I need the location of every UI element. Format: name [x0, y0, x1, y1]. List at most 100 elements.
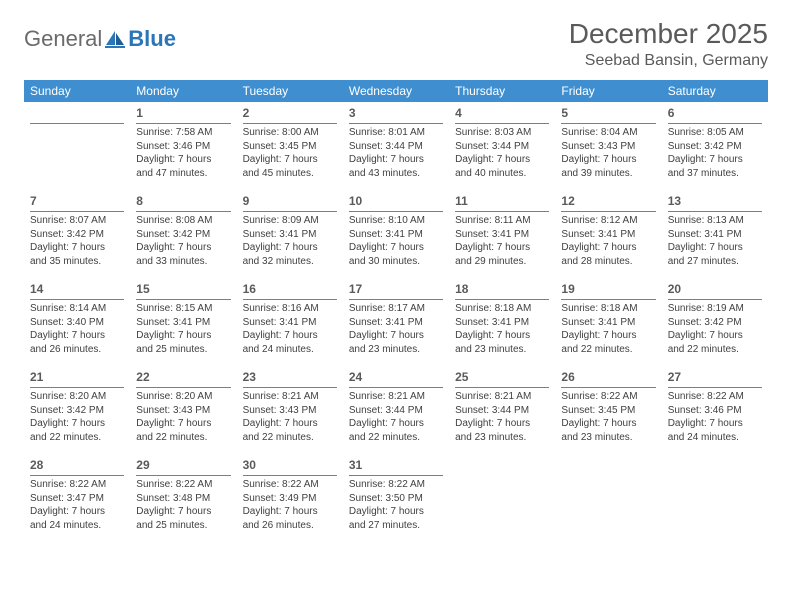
month-title: December 2025 — [569, 18, 768, 50]
day-details: Sunrise: 8:21 AMSunset: 3:43 PMDaylight:… — [243, 390, 337, 444]
calendar-cell: 26 Sunrise: 8:22 AMSunset: 3:45 PMDayligh… — [555, 366, 661, 454]
calendar-cell: 8 Sunrise: 8:08 AMSunset: 3:42 PMDaylight… — [130, 190, 236, 278]
calendar-cell: 18 Sunrise: 8:18 AMSunset: 3:41 PMDayligh… — [449, 278, 555, 366]
calendar-cell: 15 Sunrise: 8:15 AMSunset: 3:41 PMDayligh… — [130, 278, 236, 366]
day-number: 12 — [561, 194, 574, 208]
weekday-header: Saturday — [662, 80, 768, 102]
calendar-cell: 31 Sunrise: 8:22 AMSunset: 3:50 PMDayligh… — [343, 454, 449, 542]
day-details: Sunrise: 7:58 AMSunset: 3:46 PMDaylight:… — [136, 126, 230, 180]
logo-word-1: General — [24, 26, 102, 52]
calendar-cell: 6Sunrise: 8:05 AMSunset: 3:42 PMDaylight… — [662, 102, 768, 190]
calendar-cell: 27Sunrise: 8:22 AMSunset: 3:46 PMDayligh… — [662, 366, 768, 454]
day-details: Sunrise: 8:09 AMSunset: 3:41 PMDaylight:… — [243, 214, 337, 268]
day-number: 29 — [136, 458, 149, 472]
calendar-table: SundayMondayTuesdayWednesdayThursdayFrid… — [24, 80, 768, 542]
calendar-cell: 22 Sunrise: 8:20 AMSunset: 3:43 PMDayligh… — [130, 366, 236, 454]
calendar-cell: 16 Sunrise: 8:16 AMSunset: 3:41 PMDayligh… — [237, 278, 343, 366]
calendar-cell: 5Sunrise: 8:04 AMSunset: 3:43 PMDaylight… — [555, 102, 661, 190]
calendar-cell: 29 Sunrise: 8:22 AMSunset: 3:48 PMDayligh… — [130, 454, 236, 542]
day-details: Sunrise: 8:21 AMSunset: 3:44 PMDaylight:… — [455, 390, 549, 444]
calendar-cell: 20 Sunrise: 8:19 AMSunset: 3:42 PMDayligh… — [662, 278, 768, 366]
calendar-cell: 0 — [449, 454, 555, 542]
logo: General Blue — [24, 26, 176, 52]
calendar-cell: 28Sunrise: 8:22 AMSunset: 3:47 PMDayligh… — [24, 454, 130, 542]
day-number: 1 — [136, 106, 143, 120]
day-details: Sunrise: 8:12 AMSunset: 3:41 PMDaylight:… — [561, 214, 655, 268]
calendar-cell: 10 Sunrise: 8:10 AMSunset: 3:41 PMDayligh… — [343, 190, 449, 278]
weekday-header: Monday — [130, 80, 236, 102]
day-number: 23 — [243, 370, 256, 384]
day-details: Sunrise: 8:16 AMSunset: 3:41 PMDaylight:… — [243, 302, 337, 356]
calendar-cell: 11 Sunrise: 8:11 AMSunset: 3:41 PMDayligh… — [449, 190, 555, 278]
day-number: 16 — [243, 282, 256, 296]
calendar-cell: 25 Sunrise: 8:21 AMSunset: 3:44 PMDayligh… — [449, 366, 555, 454]
day-number: 26 — [561, 370, 574, 384]
day-details: Sunrise: 8:22 AMSunset: 3:46 PMDaylight:… — [668, 390, 762, 444]
day-number: 2 — [243, 106, 250, 120]
calendar-row: 14Sunrise: 8:14 AMSunset: 3:40 PMDayligh… — [24, 278, 768, 366]
day-details: Sunrise: 8:01 AMSunset: 3:44 PMDaylight:… — [349, 126, 443, 180]
day-number: 25 — [455, 370, 468, 384]
location: Seebad Bansin, Germany — [569, 52, 768, 70]
day-number: 3 — [349, 106, 356, 120]
day-details: Sunrise: 8:18 AMSunset: 3:41 PMDaylight:… — [561, 302, 655, 356]
calendar-cell: 23 Sunrise: 8:21 AMSunset: 3:43 PMDayligh… — [237, 366, 343, 454]
weekday-header: Sunday — [24, 80, 130, 102]
day-details: Sunrise: 8:20 AMSunset: 3:43 PMDaylight:… — [136, 390, 230, 444]
day-details: Sunrise: 8:22 AMSunset: 3:45 PMDaylight:… — [561, 390, 655, 444]
day-number: 28 — [30, 458, 43, 472]
day-number: 5 — [561, 106, 568, 120]
day-number: 7 — [30, 194, 37, 208]
day-number: 11 — [455, 194, 468, 208]
calendar-cell: 13Sunrise: 8:13 AMSunset: 3:41 PMDayligh… — [662, 190, 768, 278]
weekday-header: Tuesday — [237, 80, 343, 102]
day-number: 17 — [349, 282, 362, 296]
calendar-cell: 3 Sunrise: 8:01 AMSunset: 3:44 PMDaylight… — [343, 102, 449, 190]
header: General Blue December 2025 Seebad Bansin… — [24, 18, 768, 70]
day-details: Sunrise: 8:15 AMSunset: 3:41 PMDaylight:… — [136, 302, 230, 356]
day-details: Sunrise: 8:14 AMSunset: 3:40 PMDaylight:… — [30, 302, 124, 356]
day-details: Sunrise: 8:22 AMSunset: 3:48 PMDaylight:… — [136, 478, 230, 532]
day-details: Sunrise: 8:00 AMSunset: 3:45 PMDaylight:… — [243, 126, 337, 180]
day-details: Sunrise: 8:08 AMSunset: 3:42 PMDaylight:… — [136, 214, 230, 268]
day-number: 10 — [349, 194, 362, 208]
calendar-cell: 21 Sunrise: 8:20 AMSunset: 3:42 PMDayligh… — [24, 366, 130, 454]
calendar-cell: 0 — [555, 454, 661, 542]
weekday-header: Wednesday — [343, 80, 449, 102]
weekday-header: Thursday — [449, 80, 555, 102]
day-details: Sunrise: 8:19 AMSunset: 3:42 PMDaylight:… — [668, 302, 762, 356]
day-details: Sunrise: 8:18 AMSunset: 3:41 PMDaylight:… — [455, 302, 549, 356]
day-number: 31 — [349, 458, 362, 472]
day-number: 18 — [455, 282, 468, 296]
calendar-cell: 24 Sunrise: 8:21 AMSunset: 3:44 PMDayligh… — [343, 366, 449, 454]
day-number: 6 — [668, 106, 675, 120]
calendar-cell: 17 Sunrise: 8:17 AMSunset: 3:41 PMDayligh… — [343, 278, 449, 366]
calendar-cell: 19 Sunrise: 8:18 AMSunset: 3:41 PMDayligh… — [555, 278, 661, 366]
day-details: Sunrise: 8:22 AMSunset: 3:50 PMDaylight:… — [349, 478, 443, 532]
day-number: 19 — [561, 282, 574, 296]
day-number: 8 — [136, 194, 143, 208]
calendar-cell: 1 Sunrise: 7:58 AMSunset: 3:46 PMDaylight… — [130, 102, 236, 190]
day-number: 22 — [136, 370, 149, 384]
weekday-header-row: SundayMondayTuesdayWednesdayThursdayFrid… — [24, 80, 768, 102]
day-number: 15 — [136, 282, 149, 296]
calendar-row: 7 Sunrise: 8:07 AMSunset: 3:42 PMDaylight… — [24, 190, 768, 278]
calendar-row: 28Sunrise: 8:22 AMSunset: 3:47 PMDayligh… — [24, 454, 768, 542]
day-details: Sunrise: 8:17 AMSunset: 3:41 PMDaylight:… — [349, 302, 443, 356]
calendar-cell: 7 Sunrise: 8:07 AMSunset: 3:42 PMDaylight… — [24, 190, 130, 278]
day-number: 24 — [349, 370, 362, 384]
day-details: Sunrise: 8:21 AMSunset: 3:44 PMDaylight:… — [349, 390, 443, 444]
day-number: 4 — [455, 106, 462, 120]
calendar-cell: 14Sunrise: 8:14 AMSunset: 3:40 PMDayligh… — [24, 278, 130, 366]
day-details: Sunrise: 8:07 AMSunset: 3:42 PMDaylight:… — [30, 214, 124, 268]
day-details: Sunrise: 8:22 AMSunset: 3:49 PMDaylight:… — [243, 478, 337, 532]
logo-sail-icon — [104, 29, 126, 49]
day-details: Sunrise: 8:10 AMSunset: 3:41 PMDaylight:… — [349, 214, 443, 268]
calendar-cell: 2 Sunrise: 8:00 AMSunset: 3:45 PMDaylight… — [237, 102, 343, 190]
day-details: Sunrise: 8:20 AMSunset: 3:42 PMDaylight:… — [30, 390, 124, 444]
day-details: Sunrise: 8:03 AMSunset: 3:44 PMDaylight:… — [455, 126, 549, 180]
day-number: 21 — [30, 370, 43, 384]
calendar-cell: 9Sunrise: 8:09 AMSunset: 3:41 PMDaylight… — [237, 190, 343, 278]
day-number: 20 — [668, 282, 681, 296]
day-details: Sunrise: 8:11 AMSunset: 3:41 PMDaylight:… — [455, 214, 549, 268]
